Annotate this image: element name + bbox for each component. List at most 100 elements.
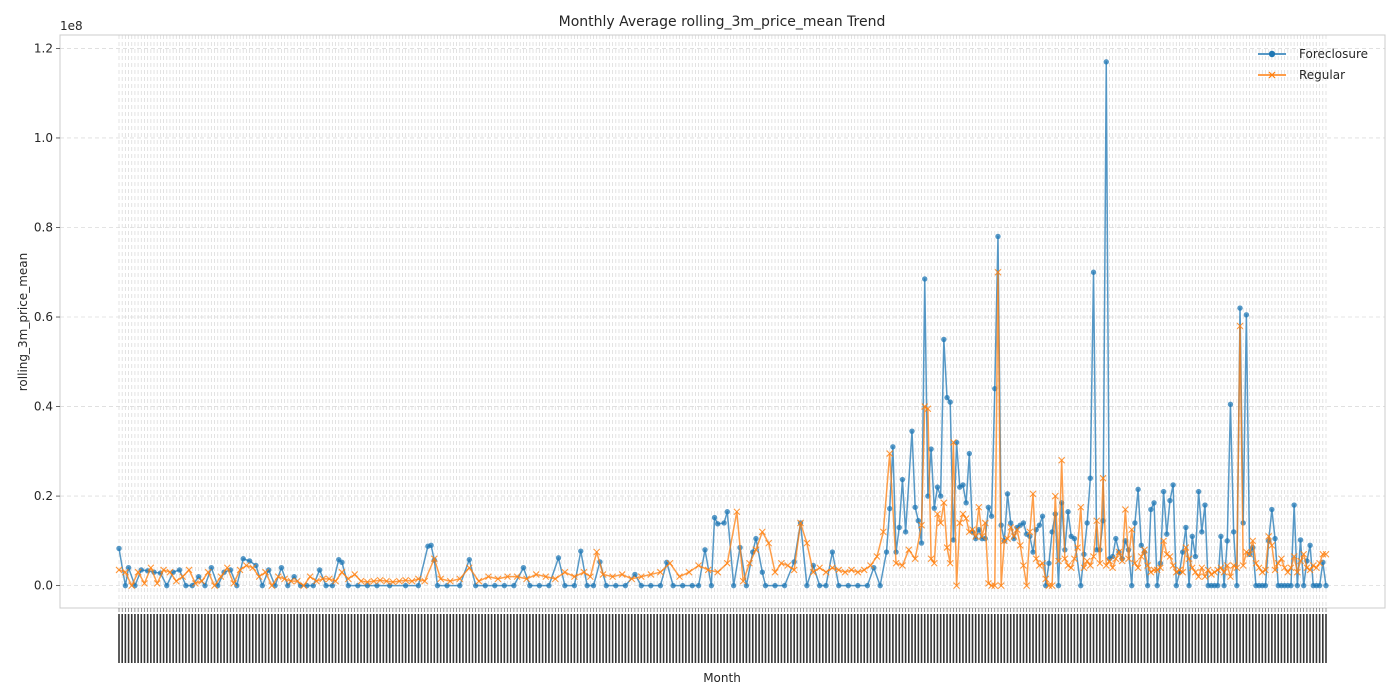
data-point-regular: [618, 571, 626, 578]
data-point-regular: [217, 573, 225, 581]
data-point-foreclosure: [845, 582, 851, 589]
data-point-regular: [959, 510, 967, 518]
data-point-foreclosure: [1020, 520, 1027, 526]
data-point-regular: [121, 568, 129, 576]
data-point-foreclosure: [278, 565, 285, 571]
data-point-foreclosure: [988, 513, 995, 519]
data-point-regular: [580, 568, 588, 576]
data-point-foreclosure: [947, 399, 953, 405]
data-point-regular: [1220, 568, 1228, 576]
data-point-foreclosure: [937, 493, 944, 499]
data-point-foreclosure: [689, 582, 695, 589]
data-point-regular: [981, 519, 989, 527]
data-point-regular: [978, 532, 986, 540]
data-point-foreclosure: [702, 547, 708, 553]
data-point-regular: [924, 405, 932, 413]
data-point-foreclosure: [1224, 538, 1230, 544]
data-point-regular: [1230, 562, 1238, 569]
data-point-regular: [1071, 555, 1078, 563]
data-point-foreclosure: [918, 540, 925, 546]
data-point-foreclosure: [721, 520, 727, 526]
data-point-foreclosure: [285, 582, 291, 589]
data-point-regular: [1204, 566, 1212, 574]
data-point-regular: [739, 577, 747, 585]
data-point-regular: [1004, 535, 1011, 543]
data-point-foreclosure: [871, 565, 877, 571]
data-point-regular: [268, 582, 276, 590]
data-point-regular: [281, 575, 288, 583]
data-point-regular: [797, 519, 804, 527]
data-point-regular: [255, 573, 263, 581]
data-point-regular: [723, 559, 731, 567]
data-point-foreclosure: [1291, 502, 1297, 508]
data-point-regular: [192, 579, 199, 587]
data-point-regular: [1176, 566, 1183, 574]
data-point-regular: [179, 573, 187, 581]
data-point-foreclosure: [265, 567, 272, 573]
data-point-foreclosure: [1055, 582, 1062, 589]
data-point-regular: [287, 577, 295, 585]
data-point-foreclosure: [291, 573, 297, 580]
data-point-foreclosure: [1004, 491, 1011, 497]
data-point-foreclosure: [886, 505, 893, 512]
data-point-foreclosure: [1151, 500, 1157, 506]
data-point-regular: [867, 562, 874, 569]
data-point-regular: [1112, 555, 1120, 563]
data-point-regular: [319, 575, 327, 583]
data-point-regular: [1147, 568, 1155, 576]
data-point-regular: [1157, 564, 1164, 572]
data-point-regular: [927, 555, 935, 563]
data-point-regular: [599, 571, 607, 578]
data-point-regular: [752, 546, 760, 554]
data-point-regular: [1185, 555, 1193, 563]
data-point-regular: [1086, 562, 1094, 569]
data-point-foreclosure: [1262, 582, 1269, 589]
data-point-regular: [351, 571, 359, 578]
data-point-regular: [383, 577, 390, 585]
data-point-regular: [1074, 544, 1081, 551]
data-point-foreclosure: [176, 567, 183, 573]
data-point-foreclosure: [1294, 582, 1301, 589]
data-point-foreclosure: [816, 582, 823, 589]
data-point-regular: [1217, 564, 1225, 572]
data-point-regular: [504, 573, 511, 581]
data-point-regular: [1322, 550, 1330, 558]
data-point-foreclosure: [316, 567, 323, 573]
data-point-regular: [704, 566, 712, 574]
data-point-regular: [1131, 559, 1139, 567]
data-point-regular: [1077, 503, 1085, 511]
data-point-regular: [1188, 564, 1196, 572]
data-point-regular: [1090, 553, 1097, 560]
data-point-regular: [141, 579, 148, 587]
data-point-regular: [609, 573, 617, 581]
data-point-regular: [153, 579, 161, 587]
data-point-regular: [1032, 555, 1040, 563]
data-point-foreclosure: [966, 450, 973, 457]
data-point-foreclosure: [931, 505, 937, 511]
data-point-regular: [421, 577, 429, 585]
data-point-regular: [1010, 532, 1018, 540]
data-point-foreclosure: [1192, 553, 1199, 560]
data-point-foreclosure: [1103, 59, 1109, 65]
data-point-foreclosure: [466, 556, 473, 563]
data-point-regular: [1227, 573, 1234, 581]
data-point-regular: [513, 573, 521, 581]
data-point-regular: [1233, 564, 1241, 572]
data-point-regular: [1166, 553, 1174, 560]
data-point-regular: [198, 577, 206, 585]
data-point-regular: [1262, 566, 1269, 574]
data-point-regular: [765, 539, 773, 547]
data-point-regular: [1128, 526, 1136, 534]
data-point-regular: [918, 521, 925, 529]
data-point-regular: [1163, 550, 1171, 558]
data-point-foreclosure: [546, 582, 552, 589]
data-point-regular: [822, 568, 830, 576]
data-point-foreclosure: [877, 582, 883, 589]
data-point-regular: [934, 510, 941, 518]
data-point-foreclosure: [934, 484, 941, 490]
data-point-foreclosure: [1167, 497, 1173, 504]
data-point-regular: [848, 566, 855, 574]
data-point-regular: [211, 582, 218, 590]
data-point-foreclosure: [1243, 312, 1250, 318]
data-point-foreclosure: [125, 565, 132, 571]
